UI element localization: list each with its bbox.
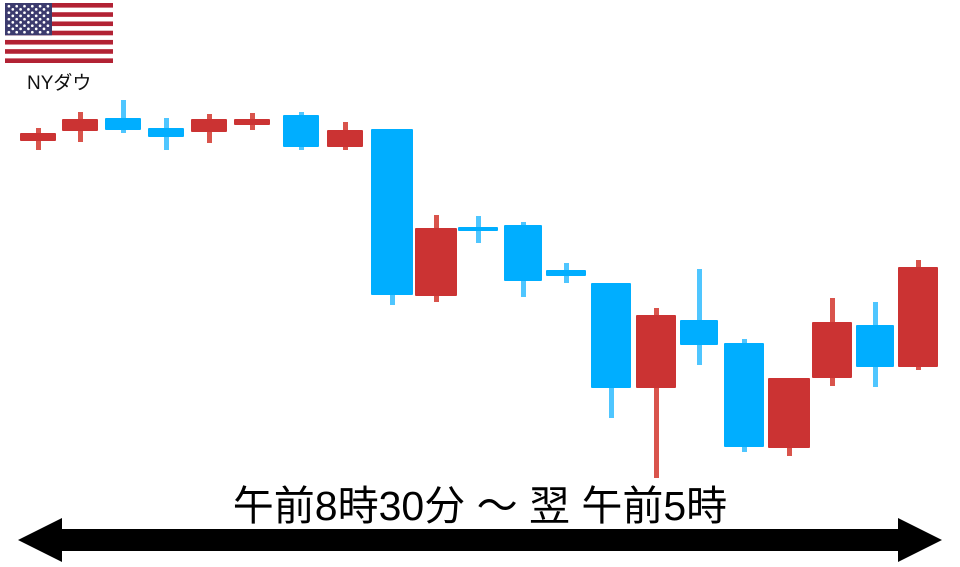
candle-4-body (148, 128, 184, 137)
candle-11 (458, 0, 498, 490)
candle-3-wick (120, 100, 126, 133)
candle-10-body (415, 228, 457, 296)
candle-9-body (371, 129, 413, 295)
candle-8-body (327, 130, 363, 147)
double-headed-arrow-icon (18, 516, 942, 564)
candle-3 (105, 0, 141, 490)
candle-15-body (636, 315, 676, 388)
candle-1-body (20, 133, 56, 141)
candle-18-body (768, 378, 810, 448)
candle-21-body (898, 267, 938, 367)
candle-13 (546, 0, 586, 490)
us-flag-graphic (5, 3, 113, 63)
candle-17 (724, 0, 764, 490)
candle-6 (234, 0, 270, 490)
candle-5 (191, 0, 227, 490)
candle-13-body (546, 270, 586, 276)
us-flag-icon (5, 3, 113, 63)
index-name-label: NYダウ (27, 73, 92, 94)
time-range-caption: 午前8時30分 ～ 翌 午前5時 (232, 483, 728, 529)
candle-2-body (62, 119, 98, 131)
candle-16-body (680, 320, 718, 345)
candle-19 (812, 0, 852, 490)
candle-6-body (234, 119, 270, 125)
candle-14 (591, 0, 631, 490)
candle-3-body (105, 118, 141, 130)
candle-16-wick (696, 269, 702, 365)
double-headed-arrow-graphic (18, 518, 942, 562)
candle-16 (680, 0, 718, 490)
candle-21 (898, 0, 938, 490)
candle-10 (415, 0, 457, 490)
candle-20-body (856, 325, 894, 367)
candle-17-body (724, 343, 764, 447)
candle-14-body (591, 283, 631, 388)
candle-18 (768, 0, 810, 490)
candle-19-body (812, 322, 852, 378)
candle-15-wick (653, 308, 659, 478)
candle-12-body (504, 225, 542, 281)
candle-7 (283, 0, 319, 490)
candle-11-body (458, 227, 498, 231)
candle-8 (327, 0, 363, 490)
candle-12 (504, 0, 542, 490)
candlestick-chart (20, 0, 938, 490)
candle-5-body (191, 119, 227, 132)
candle-2 (62, 0, 98, 490)
candle-9 (371, 0, 413, 490)
candle-15 (636, 0, 676, 490)
candle-20 (856, 0, 894, 490)
candle-7-body (283, 115, 319, 147)
candle-4 (148, 0, 184, 490)
candle-1 (20, 0, 56, 490)
